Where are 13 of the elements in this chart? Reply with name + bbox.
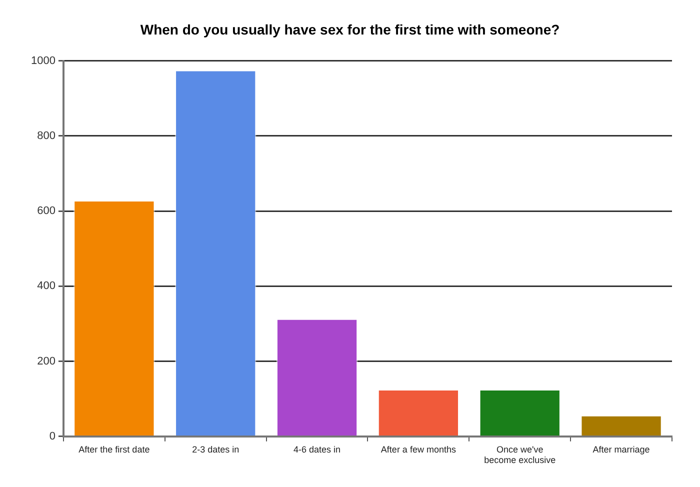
x-tick-label: After marriage [592, 444, 650, 454]
chart-title: When do you usually have sex for the first time with someone? [140, 21, 560, 38]
x-tick-label: 4-6 dates in [294, 444, 341, 454]
y-tick-label: 0 [49, 430, 56, 442]
y-tick-label: 800 [37, 130, 56, 142]
y-tick-label: 200 [37, 355, 56, 368]
y-tick-label: 400 [37, 280, 56, 292]
x-tick-label: 2-3 dates in [192, 444, 240, 454]
x-tick-label: After a few months [380, 444, 456, 454]
x-tick-label: After the first date [78, 444, 150, 454]
x-tick-label: Once we've become exclusive [484, 444, 556, 466]
y-tick-label: 600 [37, 205, 56, 218]
y-tick-label: 1000 [30, 54, 56, 67]
